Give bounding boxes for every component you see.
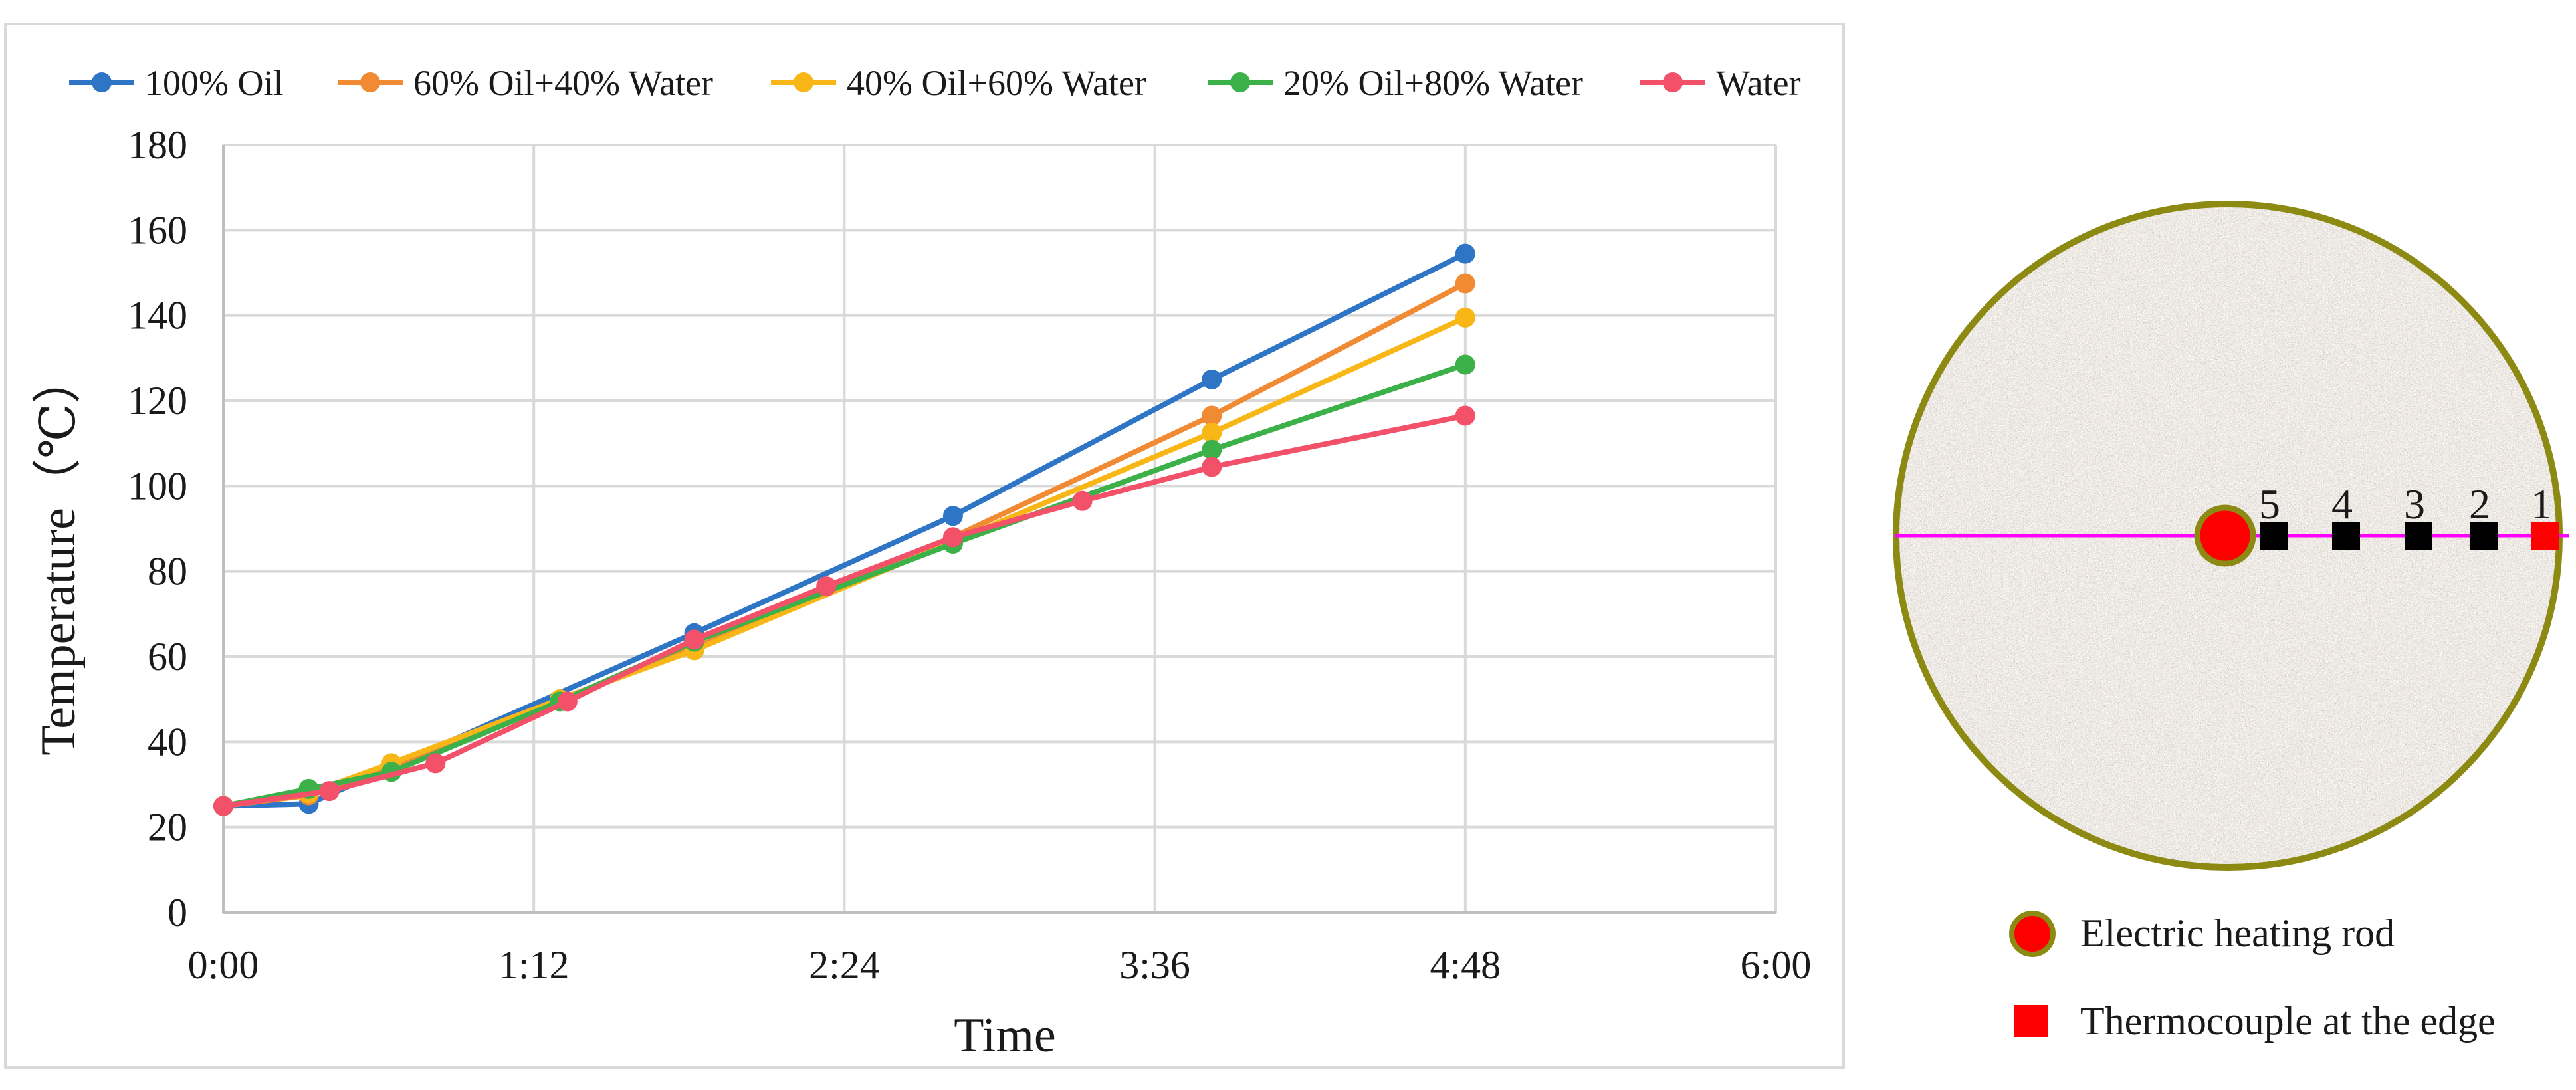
chart-panel: 100% Oil 60% Oil+40% Water 40% Oil+60% Wat… [4,23,1845,1069]
legend-swatch-marker [794,72,813,92]
y-tick-label: 180 [128,123,187,167]
x-tick-label: 0:00 [188,943,259,987]
x-axis-title: Time [954,1008,1056,1063]
legend-label: Water [1716,63,1801,103]
data-point [425,753,446,774]
heating-rod-legend-label: Electric heating rod [2080,911,2395,955]
series-group [213,405,1475,816]
y-tick-label: 20 [148,806,187,849]
y-tick-label: 0 [167,891,187,934]
data-point [816,576,837,597]
thermocouple-marker [2405,522,2432,550]
data-point [319,781,340,802]
thermocouple-legend-icon [2014,1005,2048,1037]
data-point [1455,307,1475,328]
y-axis-title: Temperature（℃） [31,354,86,756]
chart-series [213,243,1475,816]
thermocouple-marker [2531,522,2559,550]
thermocouple-label: 3 [2404,481,2425,528]
x-tick-label: 2:24 [809,943,880,987]
chart-axes [222,145,1776,914]
data-point [942,506,963,526]
thermocouple-marker [2260,522,2288,550]
data-point [1455,243,1475,264]
legend-label: 40% Oil+60% Water [847,63,1146,103]
thermocouple-marker [2470,522,2498,550]
thermocouple-label: 5 [2259,481,2280,528]
heating-rod-legend-icon [2009,911,2056,957]
legend-label: 60% Oil+40% Water [413,63,713,103]
data-point [1202,439,1222,460]
legend-swatch-marker [92,72,112,92]
y-tick-label: 160 [128,208,187,252]
data-point [1202,457,1222,477]
data-point [557,691,578,712]
y-tick-label: 80 [148,550,187,594]
y-tick-label: 60 [148,635,187,679]
data-point [1072,490,1093,511]
data-point [213,796,233,816]
chart-legend: 100% Oil 60% Oil+40% Water 40% Oil+60% Wat… [69,63,1801,103]
y-tick-label: 140 [128,294,187,338]
data-point [1455,354,1475,375]
x-tick-label: 3:36 [1119,943,1190,987]
thermocouple-label: 4 [2331,481,2353,528]
legend-swatch-marker [360,72,380,92]
thermocouple-label: 2 [2469,481,2490,528]
y-tick-label: 40 [148,720,187,764]
legend-swatch-marker [1663,72,1683,92]
series-line [223,413,1466,809]
legend-label: 100% Oil [145,63,284,103]
thermocouple-label: 1 [2531,481,2552,528]
data-point [1455,273,1475,294]
series-line [223,251,1467,809]
x-tick-labels: 0:00 1:12 2:24 3:36 4:48 6:00 [188,943,1812,987]
data-point [942,527,963,548]
thermocouple-marker [2332,522,2360,550]
y-tick-label: 120 [128,379,187,423]
data-point [1202,405,1222,426]
thermocouple-legend-label: Thermocouple at the edge [2080,999,2496,1043]
data-point [684,629,704,650]
x-tick-label: 4:48 [1430,943,1501,987]
grid-lines [223,144,1777,913]
data-point [1455,405,1475,426]
x-tick-label: 1:12 [498,943,570,987]
y-tick-labels: 0 20 40 60 80 100 120 140 160 180 [128,123,187,934]
data-point [1202,423,1222,443]
legend-label: 20% Oil+80% Water [1283,63,1583,103]
x-tick-label: 6:00 [1741,943,1812,987]
y-tick-label: 100 [128,464,187,508]
heating-rod [2194,504,2256,567]
legend-swatch-marker [1230,72,1250,92]
data-point [1202,369,1222,389]
